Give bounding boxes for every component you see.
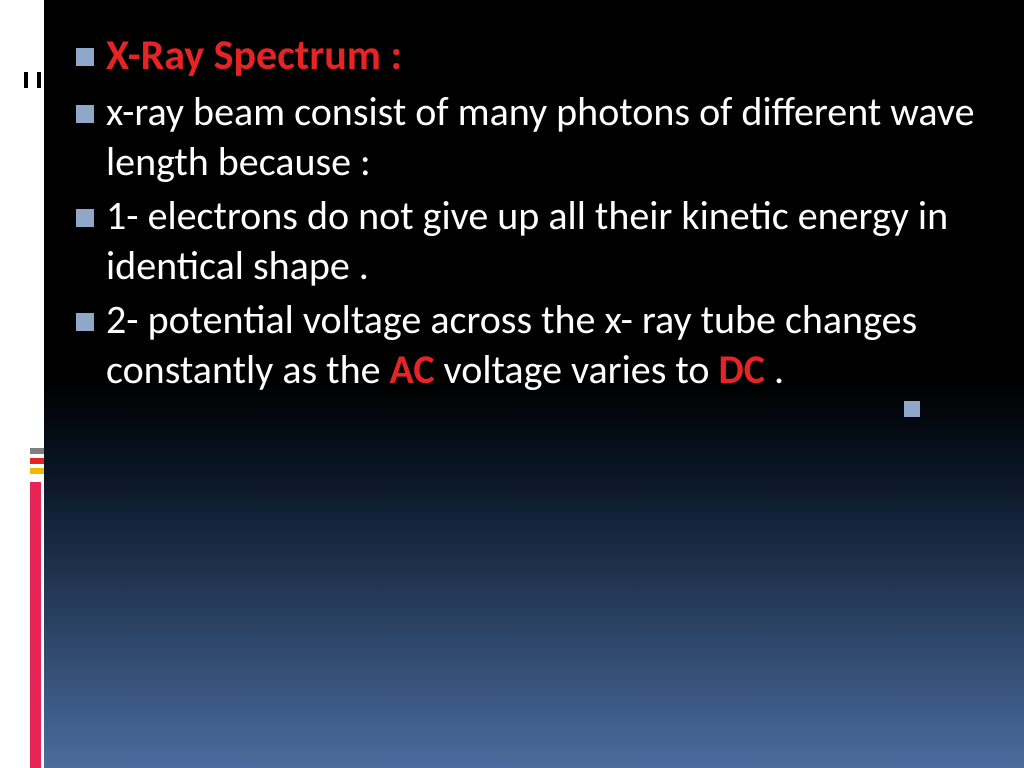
bullet-item: x-ray beam consist of many photons of di… [76,87,1000,187]
title-text: X-Ray Spectrum : [106,30,402,83]
deco-tick-icon [30,458,44,464]
body-text: x-ray beam consist of many photons of di… [106,87,1000,187]
text-segment: voltage varies to [435,345,719,394]
decoration-mid [24,448,46,768]
decoration-top [24,72,46,93]
bullet-title: X-Ray Spectrum : [76,30,1000,83]
bullet-item: 2- potential voltage across the x- ray t… [76,295,1000,395]
bullet-icon [76,209,94,227]
deco-tick-icon [30,468,44,474]
bullet-icon [76,105,94,123]
body-text: 1- electrons do not give up all their ki… [106,191,1000,291]
deco-bar-icon [37,72,41,88]
trailing-marker-row [76,401,1000,417]
deco-long-bar-icon [30,482,41,768]
square-icon [904,401,920,417]
deco-tick-icon [30,448,44,454]
deco-bar-icon [31,72,35,88]
slide: X-Ray Spectrum : x-ray beam consist of m… [0,0,1024,768]
bullet-icon [76,313,94,331]
bullet-icon [76,48,94,66]
highlight-text: DC [719,345,765,394]
body-text: 2- potential voltage across the x- ray t… [106,295,1000,395]
bullet-item: 1- electrons do not give up all their ki… [76,191,1000,291]
deco-bar-icon [24,72,28,88]
content-area: X-Ray Spectrum : x-ray beam consist of m… [76,30,1000,417]
highlight-text: AC [390,345,435,394]
text-segment: . [765,345,784,394]
